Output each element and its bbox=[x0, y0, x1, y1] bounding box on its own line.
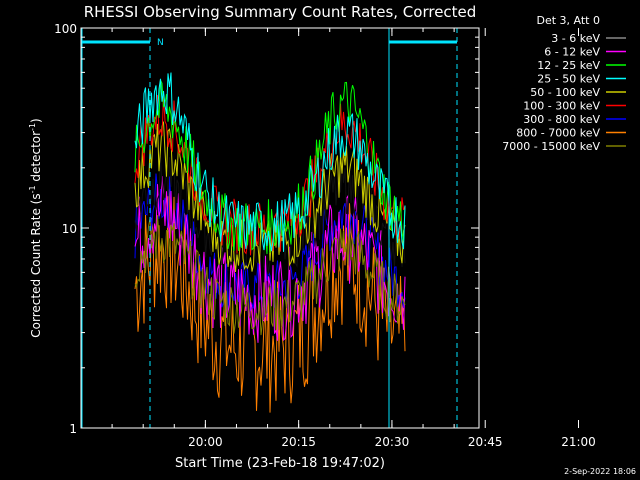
y-tick-label: 10 bbox=[62, 222, 77, 236]
x-tick-label: 21:00 bbox=[561, 435, 596, 449]
legend-label: 6 - 12 keV bbox=[544, 46, 600, 59]
y-axis-label: Corrected Count Rate (s-1 detector-1) bbox=[28, 118, 43, 337]
chart-title: RHESSI Observing Summary Count Rates, Co… bbox=[84, 3, 477, 21]
y-axis: 1 10 100 bbox=[54, 22, 479, 436]
series-line bbox=[134, 173, 406, 312]
legend-label: 100 - 300 keV bbox=[523, 100, 600, 113]
night-flag-label: N bbox=[157, 38, 164, 48]
attenuator-night-overlays: N bbox=[81, 28, 458, 428]
y-tick-label: 100 bbox=[54, 22, 77, 36]
series-line bbox=[134, 72, 406, 252]
legend-label: 300 - 800 keV bbox=[523, 113, 600, 126]
footer-date: 2-Sep-2022 18:06 bbox=[564, 467, 636, 476]
x-tick-label: 20:00 bbox=[188, 435, 223, 449]
y-tick-label: 1 bbox=[69, 422, 77, 436]
series-line bbox=[134, 215, 406, 336]
legend-label: 25 - 50 keV bbox=[537, 73, 600, 86]
legend-label: 7000 - 15000 keV bbox=[502, 140, 600, 153]
series-line bbox=[134, 121, 406, 273]
x-axis-label: Start Time (23-Feb-18 19:47:02) bbox=[175, 456, 385, 471]
legend-label: 3 - 6 keV bbox=[551, 32, 600, 45]
x-tick-label: 20:15 bbox=[281, 435, 316, 449]
x-tick-label: 20:30 bbox=[375, 435, 410, 449]
legend-label: 12 - 25 keV bbox=[537, 59, 600, 72]
legend-title: Det 3, Att 0 bbox=[537, 14, 601, 27]
legend-label: 50 - 100 keV bbox=[530, 86, 600, 99]
legend-label: 800 - 7000 keV bbox=[516, 127, 600, 140]
series-line bbox=[134, 94, 406, 256]
plot-traces bbox=[134, 72, 406, 413]
x-tick-label: 20:45 bbox=[468, 435, 503, 449]
series-line bbox=[134, 79, 406, 255]
